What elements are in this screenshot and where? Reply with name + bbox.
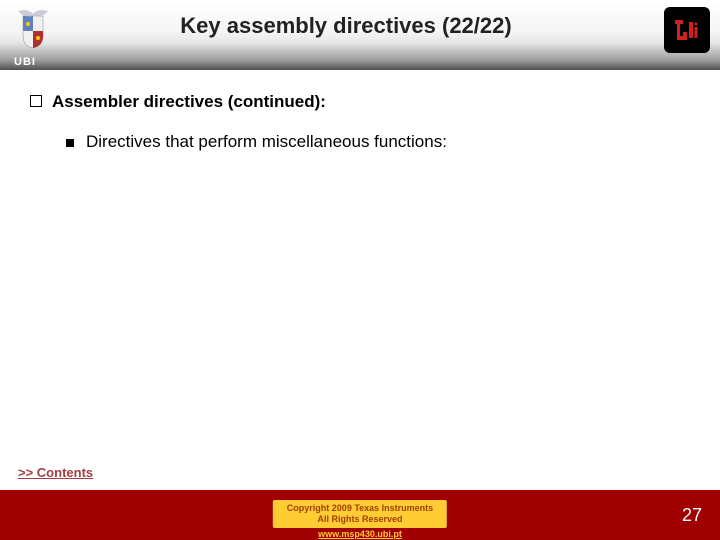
copyright-box: Copyright 2009 Texas Instruments All Rig…: [273, 500, 447, 528]
sub-bullet-text: Directives that perform miscellaneous fu…: [86, 132, 447, 152]
slide-header: UBI Key assembly directives (22/22): [0, 0, 720, 70]
main-bullet-text: Assembler directives (continued):: [52, 92, 326, 112]
bullet-main-row: Assembler directives (continued):: [30, 92, 690, 112]
hollow-square-bullet-icon: [30, 95, 42, 107]
ti-logo: [664, 7, 710, 53]
copyright-line-2: All Rights Reserved: [287, 514, 433, 525]
filled-square-bullet-icon: [66, 139, 74, 147]
url-link[interactable]: www.msp430.ubi.pt: [318, 529, 402, 539]
slide-footer: Copyright 2009 Texas Instruments All Rig…: [0, 490, 720, 540]
ubi-logo: [8, 6, 58, 56]
contents-link[interactable]: >> Contents: [18, 465, 93, 480]
bullet-sub-row: Directives that perform miscellaneous fu…: [30, 132, 690, 152]
slide-content: Assembler directives (continued): Direct…: [0, 70, 720, 152]
copyright-line-1: Copyright 2009 Texas Instruments: [287, 503, 433, 514]
slide-title: Key assembly directives (22/22): [28, 13, 664, 39]
ubi-label: UBI: [14, 56, 36, 68]
page-number: 27: [682, 505, 702, 526]
